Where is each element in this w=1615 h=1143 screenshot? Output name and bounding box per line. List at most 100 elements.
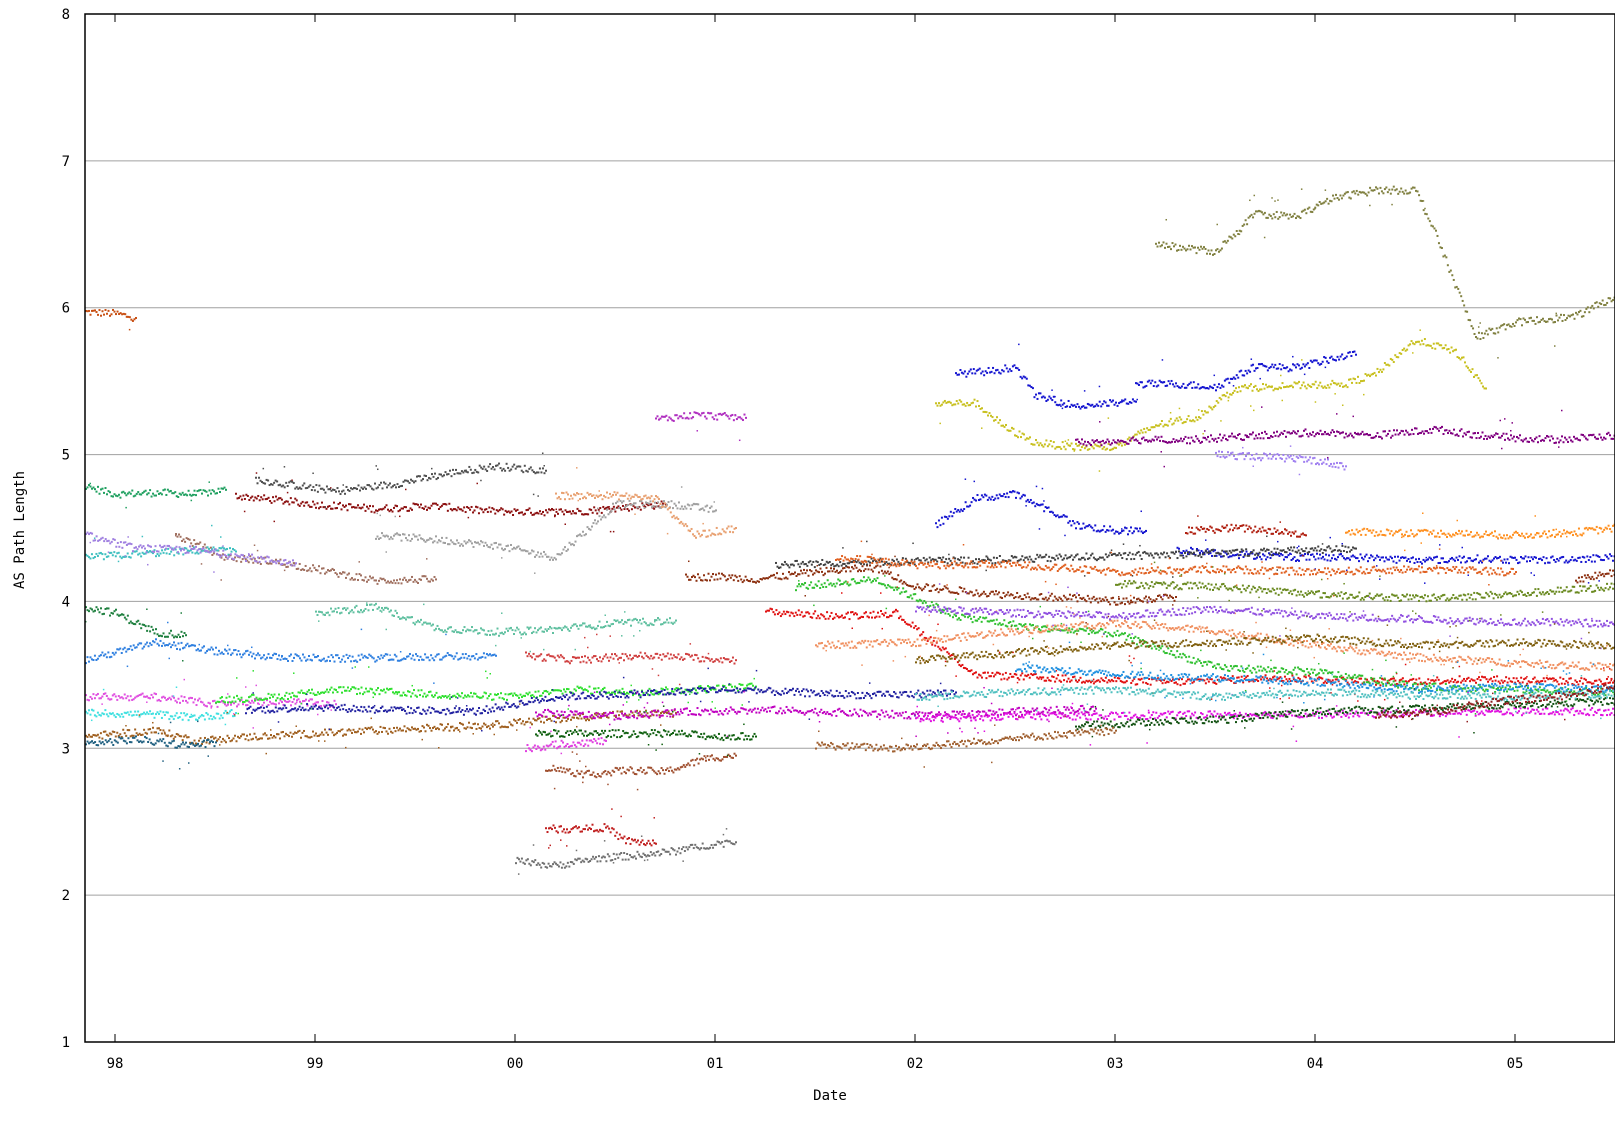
data-point — [887, 714, 889, 716]
data-point — [242, 703, 244, 705]
data-point — [191, 742, 193, 744]
data-point — [834, 695, 836, 697]
data-point — [246, 735, 248, 737]
data-point — [549, 718, 551, 720]
data-point — [573, 863, 575, 865]
data-point — [178, 642, 180, 644]
data-point — [581, 830, 583, 832]
data-point — [561, 867, 563, 869]
data-point — [617, 710, 619, 712]
data-point — [696, 758, 698, 760]
data-point — [149, 728, 151, 730]
data-point — [433, 682, 435, 684]
data-point — [451, 655, 453, 657]
data-point — [255, 477, 257, 479]
data-point — [311, 659, 313, 661]
data-point — [465, 511, 467, 513]
data-point — [651, 844, 653, 846]
data-point — [100, 315, 102, 317]
data-point — [430, 691, 432, 693]
data-point — [576, 753, 578, 755]
data-point — [560, 825, 562, 827]
data-point — [552, 735, 554, 737]
data-point — [278, 654, 280, 656]
data-point — [561, 771, 563, 773]
data-point — [533, 844, 535, 846]
data-point — [423, 604, 425, 606]
data-point — [359, 561, 361, 563]
data-point — [403, 708, 405, 710]
data-point — [88, 310, 90, 312]
data-point — [648, 717, 650, 719]
data-point — [659, 772, 661, 774]
data-point — [979, 711, 981, 713]
data-point — [448, 695, 450, 697]
data-point — [452, 726, 454, 728]
data-point — [701, 534, 703, 536]
data-point — [282, 485, 284, 487]
data-point — [591, 858, 593, 860]
data-point — [435, 535, 437, 537]
data-point — [568, 708, 570, 710]
data-point — [380, 537, 382, 539]
data-point — [527, 471, 529, 473]
data-point — [257, 482, 259, 484]
data-point — [213, 571, 215, 573]
data-point — [213, 490, 215, 492]
data-point — [155, 742, 157, 744]
data-point — [155, 731, 157, 733]
data-point — [695, 537, 697, 539]
data-point — [477, 710, 479, 712]
data-point — [215, 647, 217, 649]
data-point — [683, 764, 685, 766]
data-point — [573, 731, 575, 733]
data-point — [136, 714, 138, 716]
data-point — [685, 508, 687, 510]
data-point — [1001, 709, 1003, 711]
data-point — [139, 714, 141, 716]
data-point — [733, 843, 735, 845]
data-point — [674, 849, 676, 851]
data-point — [629, 654, 631, 656]
grid-lines — [85, 161, 1615, 895]
data-point — [345, 709, 347, 711]
data-point — [358, 655, 360, 657]
data-point — [94, 488, 96, 490]
data-point — [503, 633, 505, 635]
data-point — [524, 695, 526, 697]
data-point — [477, 659, 479, 661]
data-point — [828, 692, 830, 694]
data-point — [191, 714, 193, 716]
data-point — [450, 539, 452, 541]
data-point — [576, 731, 578, 733]
data-point — [494, 724, 496, 726]
data-point — [341, 508, 343, 510]
data-point — [317, 701, 319, 703]
data-point — [188, 736, 190, 738]
data-point — [568, 688, 570, 690]
data-point — [399, 578, 401, 580]
data-point — [389, 709, 391, 711]
data-point — [562, 714, 564, 716]
data-point — [583, 735, 585, 737]
data-point — [201, 493, 203, 495]
data-point — [247, 650, 249, 652]
data-point — [745, 689, 747, 691]
data-point — [489, 728, 491, 730]
data-point — [520, 700, 522, 702]
data-point — [729, 840, 731, 842]
data-point — [587, 745, 589, 747]
data-point — [869, 682, 871, 684]
data-point — [554, 827, 556, 829]
data-point — [713, 687, 715, 689]
data-point — [315, 484, 317, 486]
data-point — [333, 610, 335, 612]
data-point — [317, 502, 319, 504]
data-point — [253, 702, 255, 704]
data-point — [467, 710, 469, 712]
data-point — [724, 734, 726, 736]
data-point — [269, 500, 271, 502]
data-point — [494, 468, 496, 470]
data-point — [339, 502, 341, 504]
data-point — [742, 419, 744, 421]
